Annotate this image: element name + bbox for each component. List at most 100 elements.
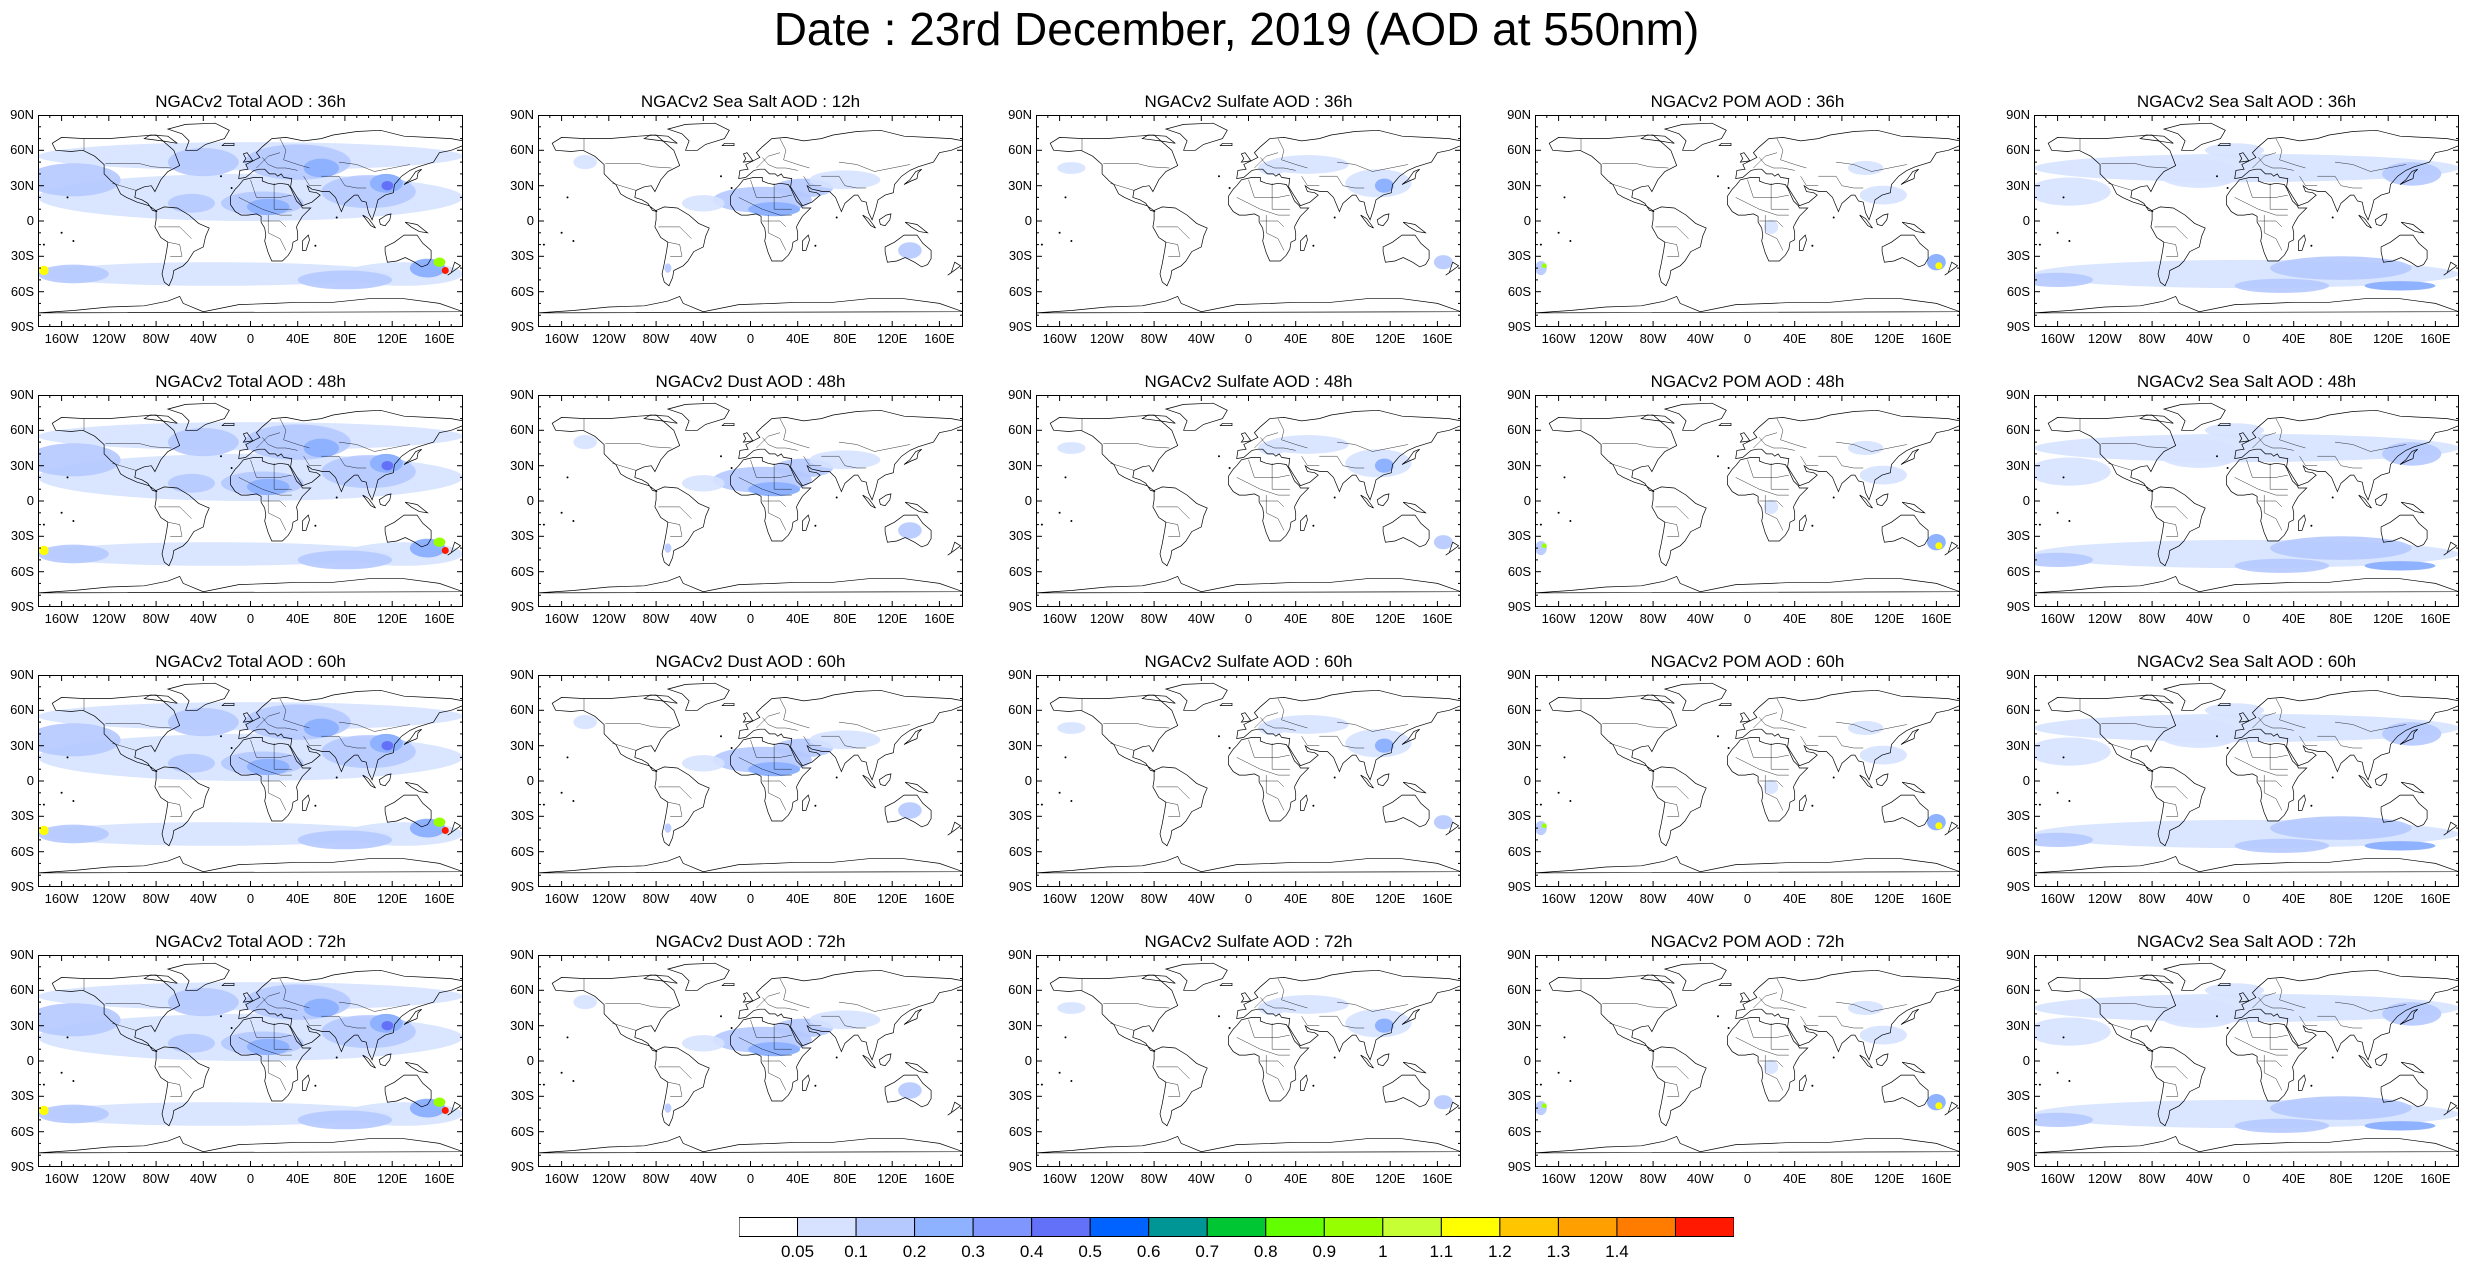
- island: [2226, 467, 2229, 469]
- coastline-antarctica: [1036, 295, 1461, 314]
- country-border: [1602, 443, 1669, 449]
- lat-tick-label: 30S: [510, 248, 534, 264]
- lon-tick-label: 80E: [833, 891, 857, 906]
- lat-tick-label: 0: [526, 493, 534, 508]
- aod-field: [573, 995, 922, 1113]
- lat-tick-label: 30N: [510, 457, 534, 473]
- lat-tick-label: 0: [1523, 493, 1531, 508]
- coastline-sumatra: [2358, 494, 2372, 509]
- coastlines: [1535, 402, 1960, 594]
- island: [1228, 1027, 1231, 1029]
- lon-tick-label: 80E: [1830, 331, 1854, 346]
- coastline-newGuinea: [1901, 501, 1926, 514]
- country-border: [1770, 1023, 1789, 1050]
- coastline-baffin: [143, 134, 178, 144]
- lat-tick-label: 60N: [510, 422, 534, 438]
- country-border: [1818, 736, 1864, 749]
- country-border: [1236, 197, 1290, 216]
- coastline-northAmerica: [51, 414, 181, 492]
- aod-patch: [2034, 457, 2111, 486]
- map-area: [2034, 675, 2459, 887]
- lon-tick-label: 80W: [142, 1171, 170, 1186]
- island: [66, 476, 69, 479]
- lat-tick-label: 90S: [2006, 599, 2030, 614]
- lon-tick-label: 160E: [924, 1171, 955, 1186]
- island: [1557, 791, 1560, 794]
- coastline-southAmerica: [154, 486, 210, 567]
- country-border: [238, 757, 292, 776]
- aod-patch: [1764, 1059, 1779, 1074]
- island: [60, 791, 63, 794]
- island: [314, 244, 317, 247]
- country-border: [803, 456, 822, 466]
- lat-tick-label: 90S: [510, 879, 534, 894]
- lon-tick-label: 40W: [1187, 611, 1215, 626]
- coastlines: [2034, 402, 2459, 594]
- country-border: [1835, 721, 1907, 732]
- aod-patch: [682, 755, 725, 772]
- island: [566, 1036, 569, 1039]
- island: [542, 243, 545, 246]
- coastline-africa: [2226, 177, 2308, 262]
- coastline-southAmerica: [1152, 1046, 1208, 1127]
- lat-tick-label: 90N: [510, 387, 534, 402]
- country-border: [250, 459, 292, 478]
- lon-tick-label: 80W: [642, 611, 670, 626]
- world-map: [538, 395, 963, 607]
- island: [2226, 1027, 2229, 1029]
- island: [1312, 804, 1315, 807]
- map-area: [1535, 955, 1960, 1167]
- country-border: [2108, 463, 2133, 471]
- panel-title: NGACv2 Total AOD : 36h: [155, 92, 346, 111]
- island: [60, 1071, 63, 1074]
- country-border: [1835, 441, 1907, 452]
- lon-tick-label: 40W: [1686, 331, 1714, 346]
- island: [335, 776, 338, 779]
- map-panel-3: NGACv2 Sulfate AOD : 36h 90N 60N 30N 0 30S 60S…: [998, 92, 1498, 362]
- coastline-newZealand: [1944, 821, 1959, 836]
- coastline-sumatra: [1859, 1054, 1873, 1069]
- lon-tick-label: 120E: [1374, 891, 1406, 906]
- lat-tick-label: 30S: [10, 248, 34, 264]
- coastline-britain: [742, 152, 754, 163]
- lon-tick-label: 120W: [591, 611, 626, 626]
- coastline-borneo: [1875, 773, 1889, 787]
- country-border: [158, 1066, 192, 1079]
- country-border: [256, 432, 281, 449]
- lon-tick-label: 160W: [2040, 331, 2075, 346]
- coastline-greenland: [2162, 402, 2226, 431]
- colorbar-box: [914, 1217, 974, 1237]
- coastline-australia: [1382, 234, 1430, 268]
- country-border: [1165, 1082, 1181, 1097]
- coastline-australia: [384, 1074, 432, 1108]
- aod-field: [2034, 143, 2459, 293]
- island: [572, 520, 575, 522]
- lon-tick-label: 40E: [786, 1171, 810, 1186]
- aod-patch: [2034, 993, 2459, 1023]
- coastline-southAmerica: [1651, 206, 1707, 287]
- country-border: [268, 215, 287, 251]
- lon-tick-label: 0: [1743, 331, 1752, 346]
- island: [814, 244, 817, 247]
- coastline-japan: [2399, 1008, 2418, 1025]
- island: [1218, 735, 1220, 738]
- country-border: [1236, 477, 1290, 496]
- lat-tick-label: 30N: [1507, 457, 1531, 473]
- coastline-madagascar: [1300, 234, 1308, 251]
- lon-tick-label: 80E: [1331, 611, 1355, 626]
- coastline-newGuinea: [2400, 221, 2425, 234]
- lat-tick-label: 0: [2022, 213, 2030, 228]
- lat-tick-label: 60S: [1008, 563, 1032, 579]
- aod-patch: [303, 438, 339, 458]
- lon-tick-label: 160W: [2040, 611, 2075, 626]
- island: [60, 231, 63, 234]
- coastline-britain: [1240, 992, 1252, 1003]
- country-border: [2275, 418, 2306, 449]
- coastline-sumatra: [2358, 774, 2372, 789]
- country-border: [2246, 739, 2288, 758]
- country-border: [2264, 1055, 2283, 1091]
- island: [1717, 455, 1719, 458]
- country-border: [2334, 1001, 2406, 1012]
- island: [230, 187, 233, 189]
- colorbar-tick-label: 0.9: [1312, 1242, 1337, 1261]
